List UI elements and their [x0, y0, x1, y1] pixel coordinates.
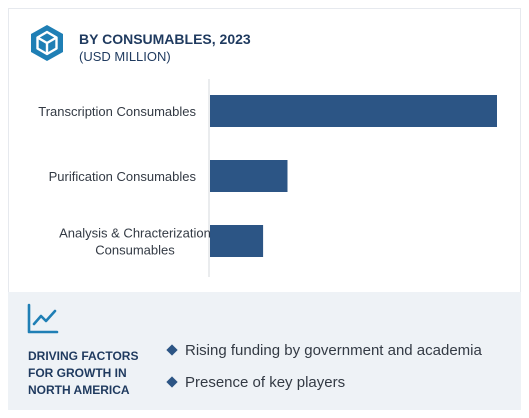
bar — [210, 225, 264, 257]
trend-line-icon — [27, 303, 59, 334]
list-item-text: Presence of key players — [185, 373, 346, 391]
diamond-bullet-icon — [166, 376, 178, 388]
list-item-text: Rising funding by government and academi… — [185, 341, 482, 359]
chart-title: BY CONSUMABLES, 2023 — [79, 31, 251, 47]
category-label: Transcription Consumables — [38, 104, 196, 119]
bar-chart: Transcription Consumables Purification Co… — [38, 79, 497, 277]
category-label: Consumables — [95, 243, 175, 258]
driving-factors-title-line: FOR GROWTH IN — [28, 366, 127, 380]
bar — [210, 160, 288, 192]
diamond-bullet-icon — [166, 344, 178, 356]
driving-factors-list: Rising funding by government and academi… — [166, 334, 482, 398]
driving-factors-title-line: DRIVING FACTORS — [28, 349, 139, 363]
category-label: Analysis & Chracterization — [59, 226, 211, 241]
driving-factors-panel: DRIVING FACTORS FOR GROWTH IN NORTH AMER… — [8, 292, 521, 410]
chart-subtitle: (USD MILLION) — [79, 49, 171, 64]
list-item: Rising funding by government and academi… — [166, 334, 482, 366]
category-label: Purification Consumables — [49, 169, 197, 184]
bar — [210, 95, 497, 127]
hexagon-cube-icon — [31, 25, 63, 61]
list-item: Presence of key players — [166, 366, 482, 398]
driving-factors-title: DRIVING FACTORS FOR GROWTH IN NORTH AMER… — [28, 348, 158, 399]
driving-factors-title-line: NORTH AMERICA — [28, 383, 130, 397]
